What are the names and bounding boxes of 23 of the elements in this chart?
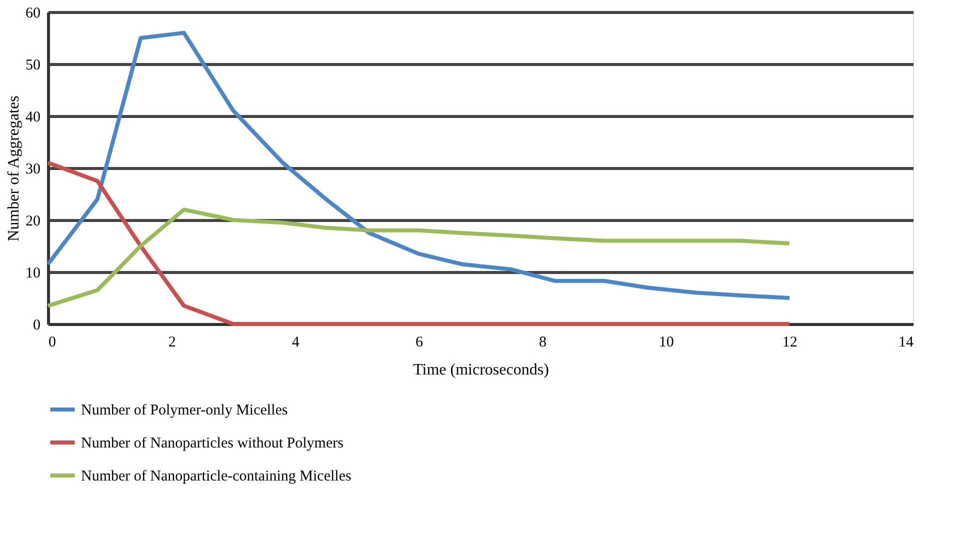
x-tick-label: 0 (48, 334, 56, 350)
x-tick-label: 6 (415, 334, 424, 350)
legend-label: Number of Nanoparticles without Polymers (81, 436, 344, 452)
legend-label: Number of Nanoparticle-containing Micelles (81, 468, 352, 484)
y-tick-label: 10 (26, 266, 40, 282)
x-tick-label: 2 (168, 334, 176, 350)
y-tick-label: 20 (26, 214, 40, 230)
line-series (46, 30, 792, 300)
y-tick-label: 60 (26, 6, 40, 22)
x-tick-label: 4 (292, 334, 300, 350)
line-series (46, 160, 792, 326)
x-tick-label: 8 (539, 334, 547, 350)
y-tick-label: 40 (26, 110, 40, 126)
line-series (46, 208, 792, 308)
x-axis-title: Time (microseconds) (413, 362, 549, 378)
y-tick-label: 30 (26, 162, 40, 178)
y-tick-label: 0 (33, 318, 40, 334)
legend-label: Number of Polymer-only Micelles (81, 402, 288, 418)
x-tick-label: 12 (782, 334, 798, 350)
y-tick-label: 50 (26, 58, 40, 74)
y-axis-title: Number of Aggregates (6, 96, 22, 242)
x-tick-label: 14 (898, 334, 914, 350)
x-tick-label: 10 (658, 334, 674, 350)
